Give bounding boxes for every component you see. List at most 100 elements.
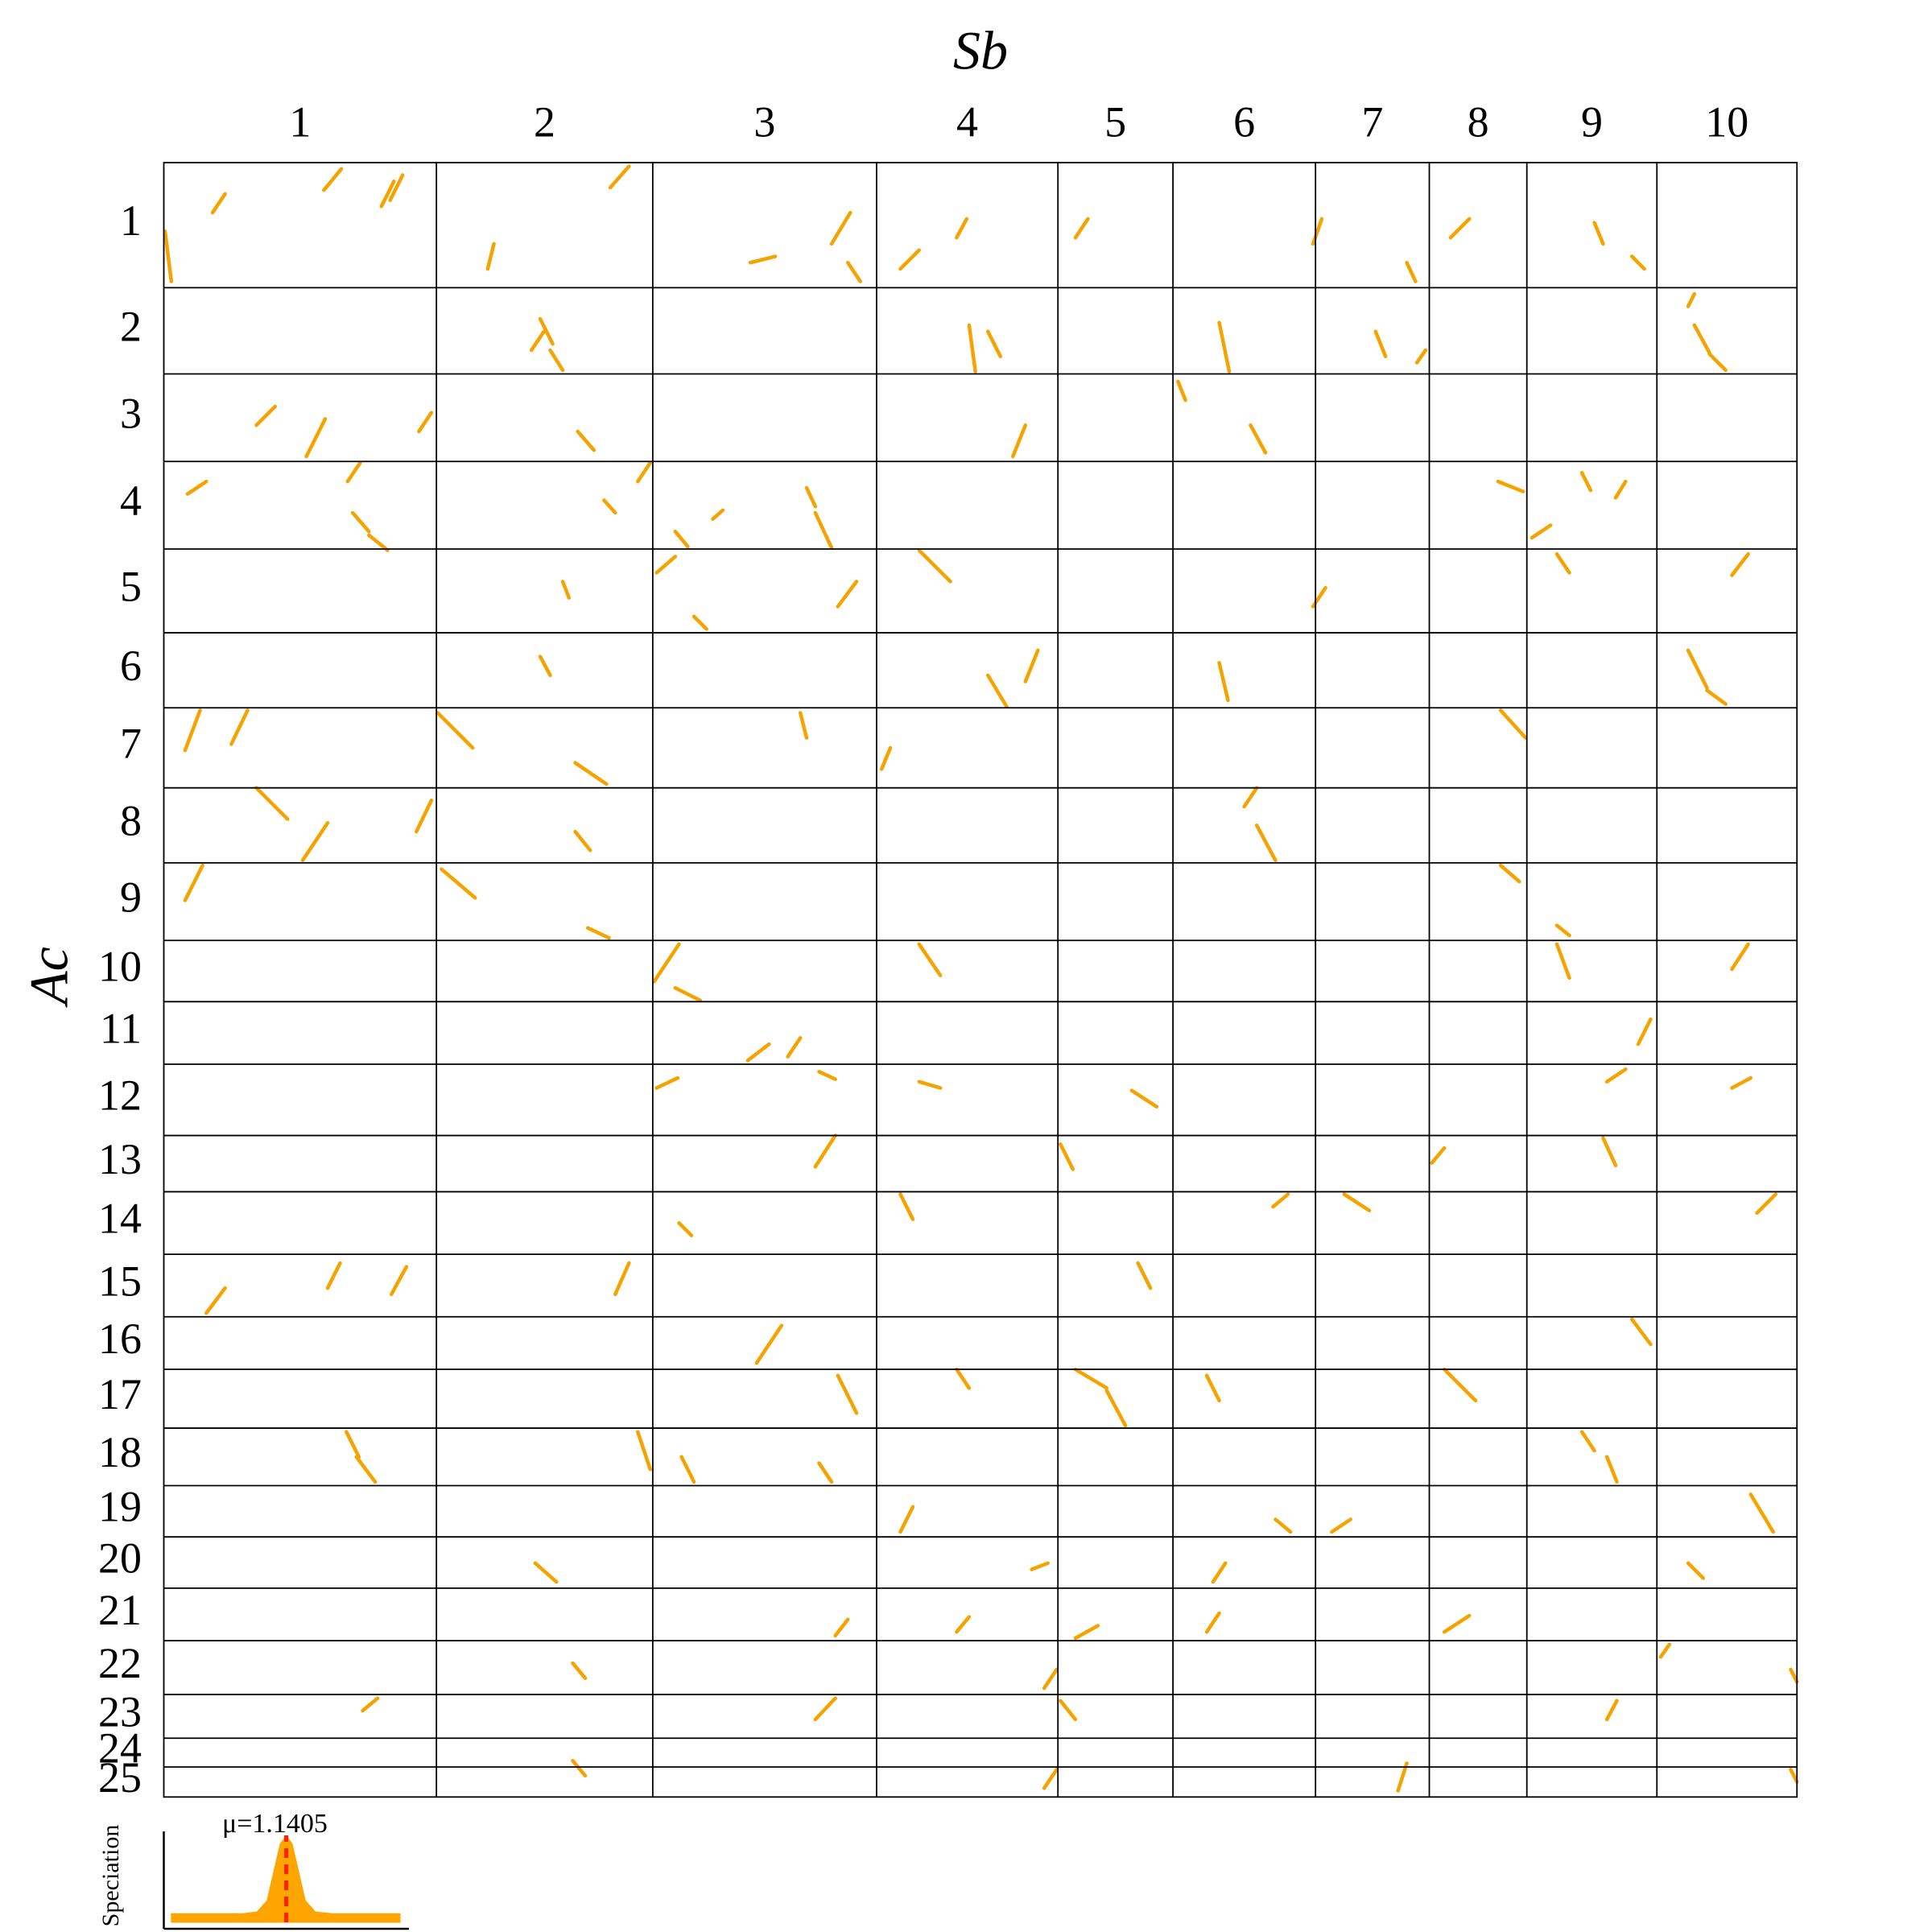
synteny-segment bbox=[1271, 1192, 1290, 1209]
synteny-segment bbox=[1204, 1611, 1221, 1634]
x-chromosome-label: 4 bbox=[956, 97, 978, 146]
y-chromosome-label: 5 bbox=[120, 562, 142, 610]
synteny-segment bbox=[185, 479, 208, 496]
synteny-segment bbox=[1636, 1017, 1653, 1046]
synteny-segment bbox=[1342, 1192, 1372, 1212]
synteny-segment bbox=[1042, 1667, 1059, 1690]
synteny-segment bbox=[691, 614, 708, 631]
synteny-segment bbox=[1730, 551, 1750, 577]
y-chromosome-label: 1 bbox=[120, 196, 142, 245]
synteny-segment bbox=[388, 173, 405, 202]
x-axis-title: Sb bbox=[953, 20, 1008, 81]
y-chromosome-label: 10 bbox=[98, 943, 142, 991]
synteny-segment bbox=[798, 711, 809, 740]
synteny-segment bbox=[748, 254, 778, 265]
synteny-segment bbox=[804, 485, 818, 509]
synteny-segment bbox=[1059, 1142, 1075, 1171]
synteny-segment bbox=[1311, 217, 1324, 246]
synteny-segment bbox=[183, 708, 202, 753]
synteny-segment bbox=[955, 217, 969, 240]
synteny-segment bbox=[361, 1696, 380, 1713]
synteny-segment bbox=[1601, 1136, 1618, 1168]
synteny-segment bbox=[1789, 1667, 1799, 1684]
y-chromosome-label: 4 bbox=[120, 477, 142, 525]
synteny-segment bbox=[1686, 1561, 1705, 1580]
synteny-segment bbox=[1686, 291, 1697, 308]
synteny-segment bbox=[879, 745, 893, 771]
synteny-segment bbox=[1448, 217, 1472, 240]
synteny-segment bbox=[1104, 1389, 1128, 1428]
synteny-segment bbox=[898, 248, 922, 271]
synteny-segment bbox=[1059, 1699, 1078, 1722]
synteny-segment bbox=[917, 1080, 943, 1090]
synteny-segment bbox=[576, 429, 597, 452]
synteny-segment bbox=[1748, 1492, 1775, 1534]
x-chromosome-label: 2 bbox=[534, 97, 555, 146]
x-chromosome-label: 1 bbox=[289, 97, 311, 146]
x-chromosome-label: 5 bbox=[1104, 97, 1126, 146]
synteny-segment bbox=[573, 829, 592, 852]
synteny-segment bbox=[845, 261, 862, 283]
synteny-segment bbox=[635, 1430, 653, 1472]
y-chromosome-label: 21 bbox=[98, 1586, 142, 1634]
synteny-segment bbox=[1211, 1561, 1228, 1584]
synteny-segment bbox=[1373, 329, 1388, 359]
synteny-segment bbox=[1023, 648, 1040, 683]
synteny-segment bbox=[1604, 1699, 1619, 1722]
synteny-segment bbox=[836, 580, 859, 609]
synteny-segment bbox=[1274, 1517, 1293, 1534]
synteny-segment bbox=[673, 985, 703, 1003]
synteny-segment bbox=[1442, 1367, 1478, 1403]
synteny-segment bbox=[1396, 1761, 1409, 1793]
x-chromosome-label: 9 bbox=[1581, 97, 1603, 146]
synteny-segment bbox=[417, 411, 434, 434]
synteny-segment bbox=[1730, 942, 1750, 972]
synteny-segment bbox=[754, 1323, 784, 1365]
synteny-segment bbox=[985, 329, 1002, 359]
synteny-segment bbox=[1176, 379, 1187, 402]
synteny-segment bbox=[985, 673, 1009, 708]
synteny-segment bbox=[654, 1075, 680, 1090]
y-chromosome-label: 22 bbox=[98, 1639, 142, 1687]
synteny-segment bbox=[836, 1373, 859, 1415]
synteny-segment bbox=[654, 555, 678, 575]
synteny-segment bbox=[533, 1561, 559, 1584]
y-chromosome-label: 24 bbox=[98, 1724, 142, 1773]
synteny-segment bbox=[1707, 352, 1728, 373]
y-chromosome-label: 20 bbox=[98, 1534, 142, 1582]
synteny-segment bbox=[529, 329, 546, 353]
synteny-segment bbox=[345, 460, 362, 484]
synteny-segment bbox=[1405, 261, 1418, 283]
synteny-segment bbox=[538, 654, 552, 678]
synteny-segment bbox=[354, 1455, 378, 1484]
ks-distribution bbox=[171, 1835, 401, 1923]
synteny-segment bbox=[829, 210, 852, 246]
x-chromosome-label: 3 bbox=[753, 97, 775, 146]
synteny-segment bbox=[548, 348, 565, 373]
x-chromosome-label: 6 bbox=[1233, 97, 1255, 146]
synteny-segment bbox=[711, 508, 725, 521]
synteny-segment bbox=[300, 820, 330, 863]
synteny-segment bbox=[560, 580, 572, 600]
synteny-segment bbox=[833, 1617, 850, 1638]
synteny-segment bbox=[1204, 1373, 1221, 1403]
synteny-segment bbox=[1496, 479, 1525, 493]
y-axis-title: Ac bbox=[19, 947, 80, 1008]
synteny-segment bbox=[679, 1455, 696, 1484]
synteny-segment bbox=[786, 1036, 803, 1059]
synteny-segment bbox=[1073, 217, 1090, 240]
synteny-segment bbox=[652, 942, 681, 984]
synteny-segment bbox=[1042, 1767, 1059, 1790]
synteny-segment bbox=[602, 498, 617, 515]
synteny-segment bbox=[1613, 479, 1628, 500]
synteny-segment bbox=[367, 533, 390, 552]
synteny-segment bbox=[485, 242, 496, 271]
synteny-segment bbox=[1249, 423, 1268, 455]
y-chromosome-label: 9 bbox=[120, 873, 142, 921]
synteny-segment bbox=[967, 323, 977, 374]
synteny-segment bbox=[745, 1042, 771, 1063]
synteny-segment bbox=[440, 867, 477, 900]
synteny-segment bbox=[1629, 254, 1646, 271]
y-chromosome-label: 19 bbox=[98, 1483, 142, 1531]
synteny-segment bbox=[1755, 1192, 1778, 1216]
